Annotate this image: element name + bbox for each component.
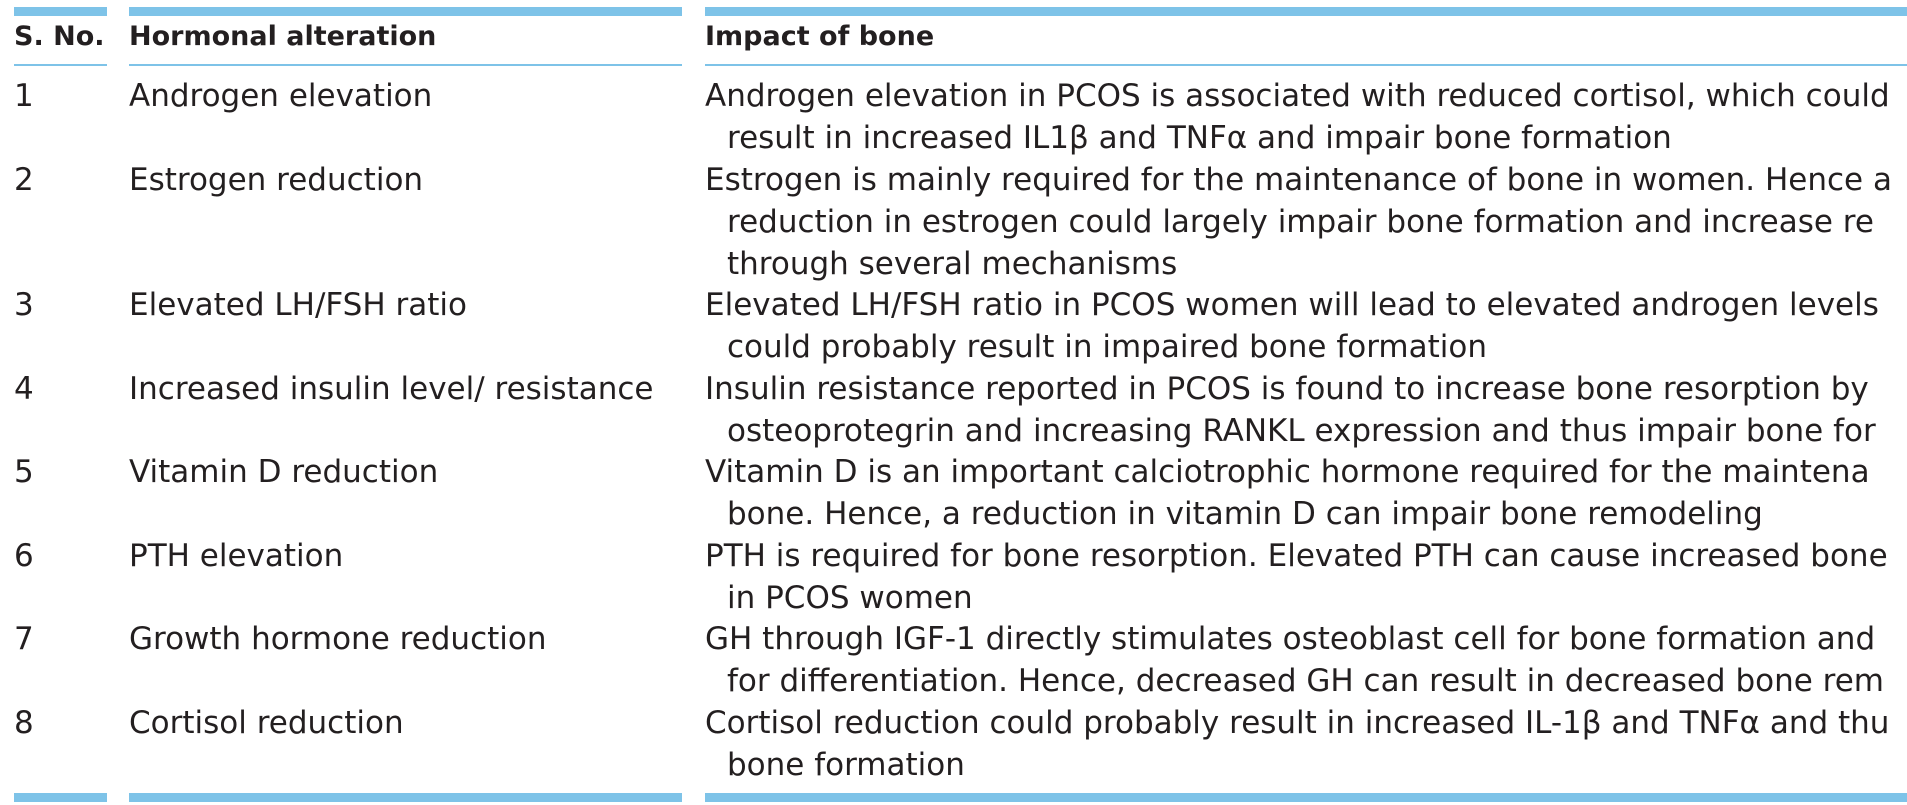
header-hormonal-alteration: Hormonal alteration (129, 21, 437, 52)
row-8-impact: Cortisol reduction could probably result… (705, 702, 1889, 786)
bottom-rule-col3 (705, 793, 1907, 802)
row-2-impact: Estrogen is mainly required for the main… (705, 159, 1892, 285)
row-4-sno: 4 (14, 371, 34, 407)
top-rule-col2 (129, 7, 682, 16)
row-5-impact-line-2: bone. Hence, a reduction in vitamin D ca… (727, 496, 1763, 532)
row-6-alteration: PTH elevation (129, 538, 344, 574)
row-2-impact-line-2: reduction in estrogen could largely impa… (727, 204, 1874, 240)
row-5-sno: 5 (14, 454, 34, 490)
row-3-alteration: Elevated LH/FSH ratio (129, 287, 468, 323)
bottom-rule-col1 (14, 793, 107, 802)
header-sno: S. No. (14, 21, 105, 52)
top-rule-col1 (14, 7, 107, 16)
header-rule-col1 (14, 64, 107, 66)
row-3-impact-line-1: Elevated LH/FSH ratio in PCOS women will… (705, 287, 1879, 323)
row-3-impact-line-2: could probably result in impaired bone f… (727, 329, 1487, 365)
row-6-impact-line-2: in PCOS women (727, 580, 973, 616)
row-1-impact-line-1: Androgen elevation in PCOS is associated… (705, 78, 1890, 114)
row-6-impact-line-1: PTH is required for bone resorption. Ele… (705, 538, 1888, 574)
row-5-impact-line-1: Vitamin D is an important calciotrophic … (705, 454, 1870, 490)
row-1-impact: Androgen elevation in PCOS is associated… (705, 75, 1890, 159)
row-2-impact-line-1: Estrogen is mainly required for the main… (705, 162, 1892, 198)
row-8-impact-line-1: Cortisol reduction could probably result… (705, 705, 1890, 741)
row-4-alteration: Increased insulin level/ resistance (129, 371, 654, 407)
header-rule-col2 (129, 64, 682, 66)
row-5-alteration: Vitamin D reduction (129, 454, 439, 490)
header-impact: Impact of bone (705, 21, 935, 52)
row-2-sno: 2 (14, 162, 34, 198)
row-2-alteration: Estrogen reduction (129, 162, 424, 198)
row-7-impact-line-2: for differentiation. Hence, decreased GH… (727, 663, 1885, 699)
top-rule-col3 (705, 7, 1907, 16)
row-5-impact: Vitamin D is an important calciotrophic … (705, 451, 1870, 535)
row-4-impact: Insulin resistance reported in PCOS is f… (705, 368, 1876, 452)
row-3-sno: 3 (14, 287, 34, 323)
bottom-rule-col2 (129, 793, 682, 802)
row-8-sno: 8 (14, 705, 34, 741)
row-7-impact-line-1: GH through IGF-1 directly stimulates ost… (705, 621, 1876, 657)
row-4-impact-line-2: osteoprotegrin and increasing RANKL expr… (727, 413, 1876, 449)
row-6-sno: 6 (14, 538, 34, 574)
row-8-alteration: Cortisol reduction (129, 705, 404, 741)
row-1-sno: 1 (14, 78, 34, 114)
row-1-impact-line-2: result in increased IL1β and TNFα and im… (727, 120, 1672, 156)
row-2-impact-line-3: through several mechanisms (727, 246, 1178, 282)
row-7-impact: GH through IGF-1 directly stimulates ost… (705, 618, 1884, 702)
row-8-impact-line-2: bone formation (727, 747, 965, 783)
row-6-impact: PTH is required for bone resorption. Ele… (705, 535, 1888, 619)
row-3-impact: Elevated LH/FSH ratio in PCOS women will… (705, 284, 1879, 368)
row-4-impact-line-1: Insulin resistance reported in PCOS is f… (705, 371, 1869, 407)
row-7-sno: 7 (14, 621, 34, 657)
header-rule-col3 (705, 64, 1907, 66)
row-1-alteration: Androgen elevation (129, 78, 433, 114)
row-7-alteration: Growth hormone reduction (129, 621, 547, 657)
